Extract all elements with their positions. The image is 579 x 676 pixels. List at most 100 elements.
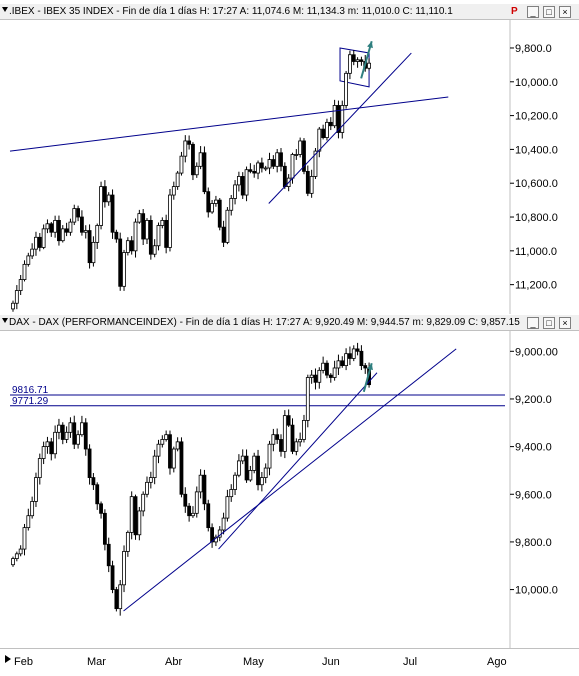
close-icon[interactable]: ×	[559, 317, 571, 329]
candle-body	[344, 72, 348, 106]
panel-menu-icon[interactable]	[2, 7, 8, 12]
candle-body	[179, 155, 184, 174]
candle-body	[37, 458, 42, 478]
candle	[229, 194, 234, 216]
candle-body	[328, 374, 333, 378]
trendline	[123, 348, 457, 612]
candle	[30, 243, 35, 259]
candle	[22, 523, 27, 556]
candle-body	[125, 531, 130, 552]
ibex-header-text: .IBEX - IBEX 35 INDEX - Fin de día 1 día…	[9, 6, 453, 17]
dax-chart[interactable]: 10,000.0 9,800.0 9,600.0 9,400.0 9,200.0 9,00…	[0, 331, 579, 648]
scroll-left-icon[interactable]	[5, 655, 11, 663]
dax-panel: DAX - DAX (PERFORMANCEINDEX) - Fin de dí…	[0, 315, 579, 648]
candle-body	[351, 54, 356, 62]
candle-body	[259, 477, 264, 486]
candle-body	[305, 377, 310, 421]
y-tick-label: 9,400.0	[515, 442, 552, 454]
candle	[175, 437, 180, 452]
candle	[233, 472, 237, 496]
panel-menu-icon[interactable]	[2, 318, 8, 323]
restore-icon[interactable]: □	[543, 6, 555, 18]
candle	[37, 233, 42, 252]
candle	[26, 252, 31, 267]
candle	[148, 471, 153, 489]
candle-body	[26, 515, 31, 529]
candle-body	[313, 374, 318, 383]
candle	[106, 192, 111, 206]
candle	[129, 236, 134, 255]
candle	[229, 484, 234, 502]
candle	[164, 214, 169, 254]
x-axis-label: Jun	[322, 656, 340, 668]
candle-body	[236, 460, 241, 476]
candle	[91, 473, 96, 490]
candle-body	[168, 434, 172, 469]
candle-body	[37, 236, 42, 248]
candle	[367, 58, 371, 71]
candle	[80, 415, 84, 437]
candle	[256, 449, 260, 491]
candle	[259, 472, 264, 492]
close-icon[interactable]: ×	[559, 6, 571, 18]
candle-body	[325, 362, 329, 376]
forecast-arrow-head	[367, 363, 373, 371]
candle-body	[45, 223, 50, 230]
candle-body	[194, 491, 199, 514]
candle	[80, 210, 84, 236]
candle	[171, 446, 176, 473]
candle-body	[168, 194, 172, 248]
candle	[160, 435, 165, 448]
candle-body	[57, 424, 61, 433]
candle	[125, 237, 130, 256]
candle-body	[198, 474, 203, 493]
candle-body	[141, 213, 146, 240]
ibex-flag: P	[511, 6, 518, 17]
candle	[145, 476, 149, 498]
candle-body	[145, 481, 149, 495]
candle-body	[141, 493, 146, 512]
candle-body	[99, 186, 103, 226]
candle-body	[110, 565, 115, 590]
candle	[340, 356, 345, 368]
candle	[152, 239, 157, 258]
minimize-icon[interactable]: _	[527, 317, 539, 329]
candle-body	[348, 54, 352, 74]
candle-body	[194, 165, 199, 176]
candle-body	[91, 241, 96, 264]
candle-body	[83, 230, 88, 233]
ibex-panel: .IBEX - IBEX 35 INDEX - Fin de día 1 día…	[0, 4, 579, 314]
candle	[175, 170, 180, 190]
y-tick-label: 10,000.0	[515, 77, 558, 89]
candle-body	[164, 220, 169, 248]
restore-icon[interactable]: □	[543, 317, 555, 329]
candle-body	[351, 348, 356, 359]
candle	[286, 409, 291, 428]
candle-body	[26, 255, 31, 265]
candle-body	[122, 252, 126, 287]
candle-body	[152, 455, 157, 478]
candle-body	[95, 225, 100, 243]
candle	[267, 152, 272, 175]
ibex-chart[interactable]: 11,200.0 11,000.0 10,800.0 10,600.0 10,400.0…	[0, 20, 579, 314]
candle-body	[30, 501, 35, 517]
candle	[95, 482, 100, 510]
candle	[317, 367, 322, 389]
candle	[41, 441, 46, 465]
candle	[348, 50, 352, 80]
minimize-icon[interactable]: _	[527, 6, 539, 18]
candle-body	[57, 220, 61, 242]
candle-body	[145, 220, 149, 240]
candle	[168, 430, 172, 475]
candle-body	[76, 208, 80, 218]
candle-body	[45, 441, 50, 448]
candle-body	[221, 226, 226, 243]
candle-body	[340, 360, 345, 366]
candle-body	[137, 510, 142, 536]
y-tick-label: 11,000.0	[515, 246, 557, 258]
candle-body	[236, 176, 241, 186]
candle	[22, 260, 27, 282]
candle	[298, 137, 303, 158]
candle-body	[148, 477, 153, 483]
candle	[206, 499, 211, 532]
